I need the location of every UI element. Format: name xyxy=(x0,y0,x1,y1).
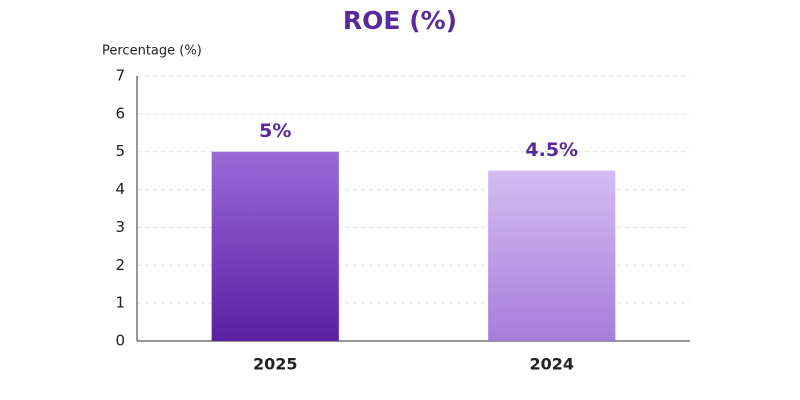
y-tick-label: 4 xyxy=(115,180,125,198)
x-tick-label: 2025 xyxy=(253,355,298,374)
x-tick-label: 2024 xyxy=(529,355,574,374)
chart-title: ROE (%) xyxy=(343,6,457,35)
bar xyxy=(488,170,616,341)
value-label: 4.5% xyxy=(525,139,578,161)
y-tick-label: 3 xyxy=(115,218,125,236)
y-tick-label: 0 xyxy=(115,332,125,350)
bar xyxy=(211,151,339,341)
y-tick-label: 2 xyxy=(115,256,125,274)
y-tick-label: 5 xyxy=(115,142,125,160)
value-label: 5% xyxy=(259,120,291,142)
y-tick-label: 6 xyxy=(115,104,125,122)
y-tick-label: 7 xyxy=(115,67,125,85)
y-tick-label: 1 xyxy=(115,294,125,312)
y-axis-label: Percentage (%) xyxy=(102,44,202,59)
